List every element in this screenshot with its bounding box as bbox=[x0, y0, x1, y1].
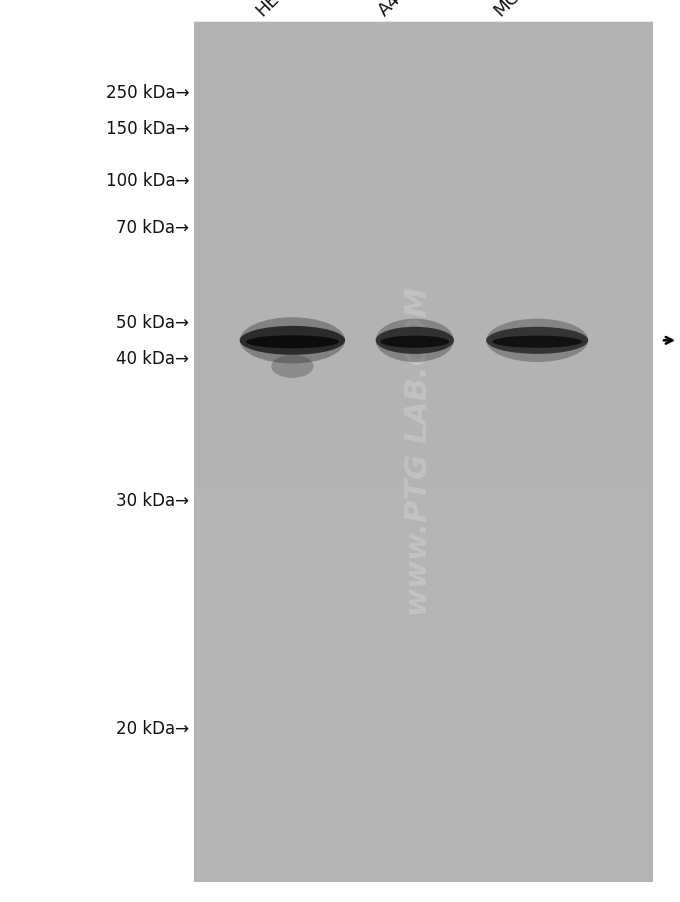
Text: 40 kDa→: 40 kDa→ bbox=[116, 350, 189, 368]
Ellipse shape bbox=[492, 336, 582, 348]
Text: A431: A431 bbox=[375, 0, 421, 20]
Text: HEK-293: HEK-293 bbox=[252, 0, 319, 20]
Ellipse shape bbox=[375, 319, 454, 363]
Text: MCF-7: MCF-7 bbox=[490, 0, 543, 20]
Ellipse shape bbox=[380, 336, 449, 348]
Text: 30 kDa→: 30 kDa→ bbox=[116, 492, 189, 510]
Ellipse shape bbox=[271, 355, 313, 379]
Text: 250 kDa→: 250 kDa→ bbox=[105, 84, 189, 102]
Ellipse shape bbox=[486, 319, 588, 363]
Ellipse shape bbox=[486, 327, 588, 354]
Text: 20 kDa→: 20 kDa→ bbox=[116, 719, 189, 737]
Text: 100 kDa→: 100 kDa→ bbox=[105, 171, 189, 189]
Bar bbox=[194, 23, 653, 882]
Text: 150 kDa→: 150 kDa→ bbox=[105, 120, 189, 138]
Text: 70 kDa→: 70 kDa→ bbox=[116, 218, 189, 236]
Ellipse shape bbox=[246, 336, 339, 349]
Ellipse shape bbox=[239, 327, 345, 355]
Text: www.PTG LAB.COM: www.PTG LAB.COM bbox=[404, 287, 432, 615]
Text: 50 kDa→: 50 kDa→ bbox=[116, 314, 189, 332]
Ellipse shape bbox=[375, 327, 454, 354]
Ellipse shape bbox=[239, 318, 345, 364]
